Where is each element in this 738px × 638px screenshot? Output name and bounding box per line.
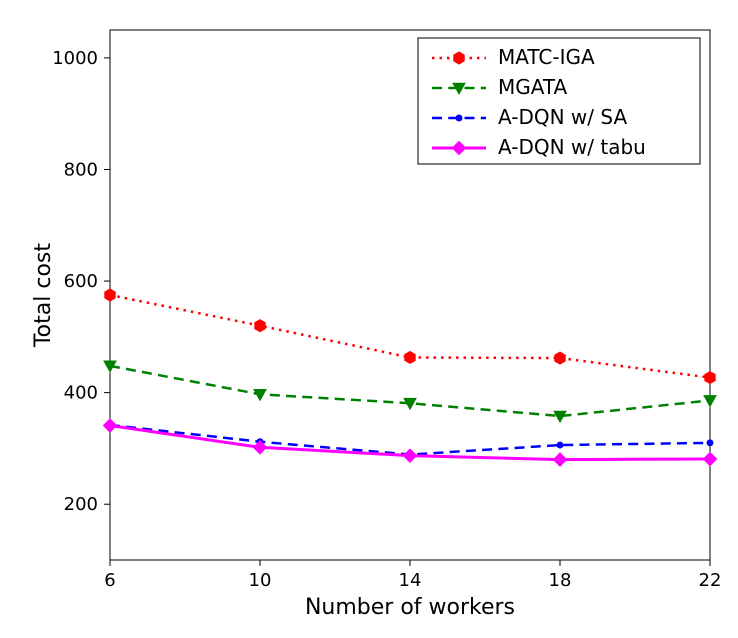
x-tick-label: 18: [549, 570, 572, 591]
x-tick-label: 10: [249, 570, 272, 591]
legend-label: MATC-IGA: [498, 45, 595, 69]
y-tick-label: 1000: [52, 48, 98, 69]
chart-svg: 6 10 14 18 22 Number of workers 200 400 600 800 10…: [0, 0, 738, 638]
y-tick-label: 400: [64, 383, 98, 404]
x-tick-label: 14: [399, 570, 422, 591]
series-line: [110, 295, 710, 378]
y-tick-label: 600: [64, 271, 98, 292]
y-axis-label: Total cost: [31, 243, 56, 348]
line-chart: 6 10 14 18 22 Number of workers 200 400 600 800 10…: [0, 0, 738, 638]
y-tick-label: 800: [64, 159, 98, 180]
legend-label: MGATA: [498, 75, 568, 99]
x-tick-label: 22: [699, 570, 722, 591]
legend-label: A-DQN w/ SA: [498, 105, 627, 129]
x-tick-label: 6: [104, 570, 115, 591]
x-axis-label: Number of workers: [305, 595, 515, 620]
y-tick-label: 200: [64, 494, 98, 515]
legend-label: A-DQN w/ tabu: [498, 135, 646, 159]
